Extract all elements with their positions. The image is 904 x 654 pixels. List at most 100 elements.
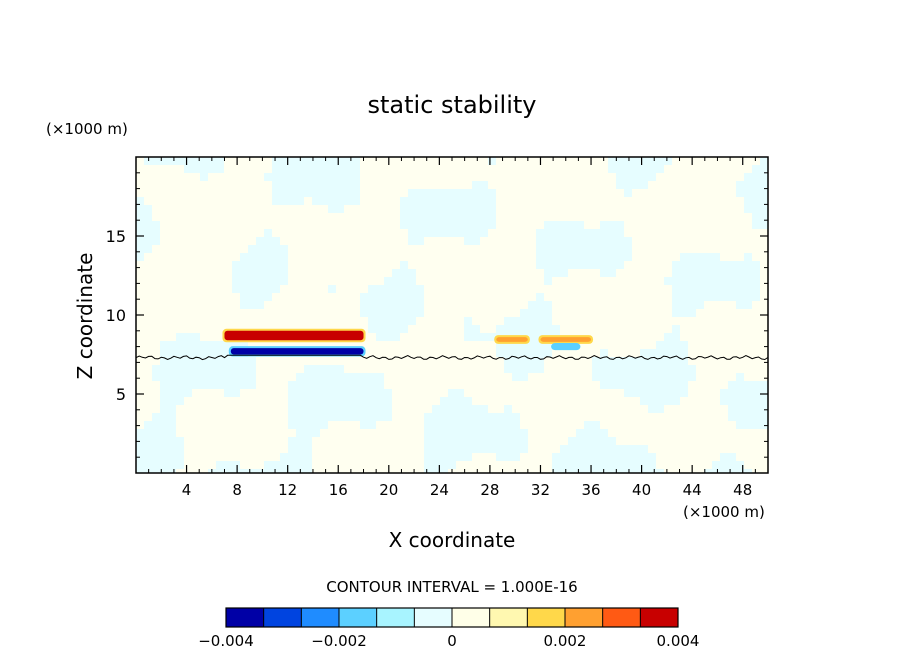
field-cell bbox=[208, 165, 216, 173]
field-cell bbox=[664, 373, 672, 381]
field-cell bbox=[352, 197, 360, 205]
field-cell bbox=[680, 381, 688, 389]
field-cell bbox=[168, 389, 176, 397]
field-cell bbox=[456, 205, 464, 213]
colorbar-swatch bbox=[565, 608, 603, 627]
field-cell bbox=[616, 453, 624, 461]
field-cell bbox=[728, 277, 736, 285]
field-cell bbox=[344, 405, 352, 413]
field-cell bbox=[728, 469, 736, 473]
field-cell bbox=[256, 277, 264, 285]
field-cell bbox=[304, 397, 312, 405]
field-cell bbox=[736, 389, 744, 397]
x-tick-label: 44 bbox=[683, 481, 702, 499]
field-cell bbox=[432, 445, 440, 453]
field-cell bbox=[136, 469, 144, 473]
field-cell bbox=[752, 261, 760, 269]
field-cell bbox=[304, 405, 312, 413]
field-cell bbox=[432, 405, 440, 413]
field-cell bbox=[240, 293, 248, 301]
field-cell bbox=[728, 293, 736, 301]
field-cell bbox=[648, 373, 656, 381]
field-cell bbox=[464, 453, 472, 461]
field-cell bbox=[440, 453, 448, 461]
field-cell bbox=[744, 285, 752, 293]
field-cell bbox=[424, 461, 432, 469]
field-cell bbox=[712, 253, 720, 261]
field-cell bbox=[648, 173, 656, 181]
field-cell bbox=[288, 421, 296, 429]
field-cell bbox=[544, 221, 552, 229]
field-cell bbox=[616, 157, 624, 165]
field-cell bbox=[592, 461, 600, 469]
field-cell bbox=[648, 157, 656, 165]
field-cell bbox=[656, 389, 664, 397]
field-cell bbox=[696, 261, 704, 269]
field-cell bbox=[304, 445, 312, 453]
field-cell bbox=[288, 469, 296, 473]
field-cell bbox=[376, 293, 384, 301]
field-cell bbox=[400, 197, 408, 205]
field-cell bbox=[744, 253, 752, 261]
field-cell bbox=[176, 349, 184, 357]
field-cell bbox=[744, 421, 752, 429]
field-cell bbox=[336, 373, 344, 381]
field-cell bbox=[136, 461, 144, 469]
field-cell bbox=[616, 461, 624, 469]
field-cell bbox=[752, 189, 760, 197]
field-cell bbox=[360, 389, 368, 397]
field-cell bbox=[288, 445, 296, 453]
field-cell bbox=[168, 397, 176, 405]
field-cell bbox=[304, 157, 312, 165]
field-cell bbox=[608, 469, 616, 473]
field-cell bbox=[408, 293, 416, 301]
field-cell bbox=[656, 349, 664, 357]
field-cell bbox=[392, 309, 400, 317]
field-cell bbox=[728, 397, 736, 405]
field-cell bbox=[168, 469, 176, 473]
field-cell bbox=[160, 381, 168, 389]
field-cell bbox=[264, 293, 272, 301]
field-cell bbox=[592, 357, 600, 365]
field-cell bbox=[520, 437, 528, 445]
field-cell bbox=[200, 165, 208, 173]
field-cell bbox=[344, 173, 352, 181]
field-cell bbox=[616, 253, 624, 261]
field-cell bbox=[192, 165, 200, 173]
field-cell bbox=[464, 405, 472, 413]
field-cell bbox=[520, 365, 528, 373]
field-cell bbox=[632, 173, 640, 181]
x-tick-label: 32 bbox=[531, 481, 550, 499]
field-cell bbox=[544, 341, 552, 349]
field-cell bbox=[280, 165, 288, 173]
field-cell bbox=[200, 357, 208, 365]
field-cell bbox=[640, 357, 648, 365]
field-cell bbox=[736, 421, 744, 429]
x-axis-ticks: 4 8 12 16 20 24 28 32 36 40 44 48 bbox=[148, 157, 756, 499]
field-cell bbox=[368, 413, 376, 421]
field-cell bbox=[296, 389, 304, 397]
field-cell bbox=[232, 277, 240, 285]
field-cell bbox=[752, 197, 760, 205]
y-tick-label: 5 bbox=[116, 385, 126, 404]
field-cell bbox=[416, 213, 424, 221]
field-cell bbox=[352, 189, 360, 197]
field-cell bbox=[656, 165, 664, 173]
field-cell bbox=[328, 405, 336, 413]
field-cell bbox=[216, 341, 224, 349]
field-cell bbox=[608, 365, 616, 373]
field-cell bbox=[752, 389, 760, 397]
field-cell bbox=[664, 397, 672, 405]
field-cell bbox=[168, 421, 176, 429]
colorbar-swatch bbox=[263, 608, 302, 627]
field-cell bbox=[216, 349, 224, 357]
field-cell bbox=[760, 421, 768, 429]
field-cell bbox=[272, 197, 280, 205]
field-cell bbox=[752, 205, 760, 213]
field-cell bbox=[240, 277, 248, 285]
field-cell bbox=[152, 221, 160, 229]
field-cell bbox=[232, 461, 240, 469]
colorbar-tick-label: −0.004 bbox=[198, 632, 254, 650]
field-cell bbox=[352, 165, 360, 173]
field-cell bbox=[360, 373, 368, 381]
